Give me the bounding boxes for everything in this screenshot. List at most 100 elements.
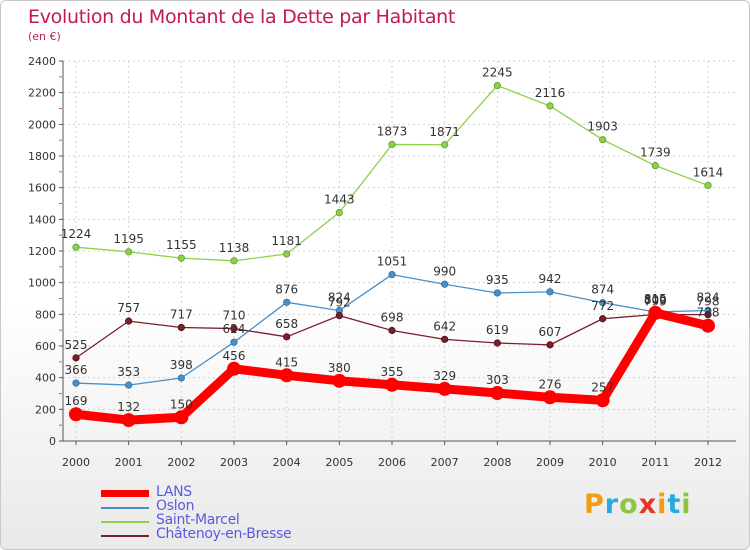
data-point-oslon[interactable] [230,338,238,346]
data-point-chatenoy-en-bresse[interactable] [493,339,501,347]
data-label-chatenoy-en-bresse: 619 [486,323,509,337]
x-tick-label: 2002 [167,456,195,469]
data-point-lans[interactable] [332,373,347,388]
data-label-lans: 380 [328,361,351,375]
data-point-saint-marcel[interactable] [493,81,501,90]
data-label-oslon: 874 [591,283,614,297]
data-point-chatenoy-en-bresse[interactable] [177,323,185,332]
data-point-chatenoy-en-bresse[interactable] [335,311,343,320]
x-tick-label: 2011 [641,456,669,469]
y-tick-label: 800 [35,308,56,321]
data-label-chatenoy-en-bresse: 607 [539,325,562,339]
data-point-saint-marcel[interactable] [546,102,554,110]
data-label-saint-marcel: 1155 [166,238,197,252]
data-label-lans: 728 [697,306,720,320]
data-label-saint-marcel: 1181 [271,234,302,248]
data-point-lans[interactable] [595,393,610,408]
axis-layer: 0 200 400 600 800 1000 1200 1400 1600 1800 2000 220… [28,55,736,469]
series-layer [69,81,715,428]
data-point-lans[interactable] [227,361,241,376]
data-point-chatenoy-en-bresse[interactable] [388,326,396,335]
data-point-oslon[interactable] [177,374,185,382]
data-point-saint-marcel[interactable] [125,248,133,256]
data-point-saint-marcel[interactable] [283,250,291,258]
data-point-lans[interactable] [69,407,83,422]
data-label-lans: 169 [65,394,88,408]
data-label-chatenoy-en-bresse: 798 [697,295,720,309]
legend-item-lans[interactable]: LANS [101,484,361,501]
data-point-chatenoy-en-bresse[interactable] [283,333,291,341]
data-point-oslon[interactable] [388,270,396,279]
data-point-oslon[interactable] [441,280,449,288]
x-tick-label: 2007 [431,456,459,469]
data-point-lans[interactable] [543,390,557,405]
data-point-lans[interactable] [385,377,399,392]
data-point-saint-marcel[interactable] [441,141,449,149]
legend-item-oslon[interactable]: Oslon [101,498,361,515]
data-point-saint-marcel[interactable] [704,181,712,190]
legend: LANS Oslon Saint-Marcel Châtenoy-en-Bres… [101,484,361,543]
data-label-chatenoy-en-bresse: 698 [381,310,404,324]
legend-item-chatenoy-en-bresse[interactable]: Châtenoy-en-Bresse [101,526,361,543]
data-point-saint-marcel[interactable] [177,254,185,262]
data-point-oslon[interactable] [72,379,80,387]
data-label-oslon: 942 [539,272,562,286]
data-point-chatenoy-en-bresse[interactable] [546,341,554,349]
data-point-oslon[interactable] [283,298,291,306]
data-point-lans[interactable] [490,386,505,401]
data-label-saint-marcel: 1871 [429,125,460,139]
data-label-chatenoy-en-bresse: 757 [117,301,140,315]
data-label-chatenoy-en-bresse: 792 [328,296,351,310]
data-point-saint-marcel[interactable] [230,257,238,265]
data-label-lans: 809 [644,293,667,307]
legend-label-chatenoy-en-bresse: Châtenoy-en-Bresse [156,526,292,542]
data-point-oslon[interactable] [599,299,607,307]
x-tick-label: 2012 [694,456,722,469]
data-point-chatenoy-en-bresse[interactable] [704,311,712,319]
data-point-lans[interactable] [279,368,294,383]
data-label-oslon: 824 [697,291,720,305]
x-tick-label: 2000 [62,456,90,469]
data-label-saint-marcel: 2245 [482,66,513,80]
data-label-chatenoy-en-bresse: 772 [591,299,614,313]
data-point-lans[interactable] [648,305,663,320]
data-point-chatenoy-en-bresse[interactable] [230,324,238,333]
legend-item-saint-marcel[interactable]: Saint-Marcel [101,512,361,529]
data-label-lans: 150 [170,397,193,411]
x-tick-label: 2001 [115,456,143,469]
data-label-chatenoy-en-bresse: 799 [644,294,667,308]
data-point-oslon[interactable] [546,288,554,296]
data-point-saint-marcel[interactable] [651,162,659,170]
data-point-oslon[interactable] [493,289,501,297]
logo-letter: r [604,489,620,520]
data-label-oslon: 824 [328,291,351,305]
x-tick-label: 2004 [273,456,301,469]
data-point-chatenoy-en-bresse[interactable] [599,315,607,323]
data-point-lans[interactable] [121,413,136,428]
data-point-oslon[interactable] [125,381,133,389]
data-label-saint-marcel: 1195 [113,232,144,246]
data-label-oslon: 876 [275,282,298,296]
data-point-lans[interactable] [174,410,189,425]
data-label-chatenoy-en-bresse: 710 [223,309,246,323]
data-label-lans: 355 [381,365,404,379]
data-point-saint-marcel[interactable] [72,243,80,251]
data-point-chatenoy-en-bresse[interactable] [441,335,449,343]
logo-letter: x [638,489,658,520]
data-point-saint-marcel[interactable] [388,140,396,149]
data-label-oslon: 935 [486,273,509,287]
data-point-chatenoy-en-bresse[interactable] [72,354,80,362]
data-point-chatenoy-en-bresse[interactable] [125,317,133,325]
data-point-lans[interactable] [701,318,715,333]
y-tick-label: 600 [35,340,56,353]
data-label-saint-marcel: 1443 [324,193,355,207]
data-point-lans[interactable] [437,381,452,396]
data-point-saint-marcel[interactable] [599,136,607,144]
data-label-oslon: 353 [117,365,140,379]
data-point-saint-marcel[interactable] [335,208,343,217]
data-label-lans: 415 [275,355,298,369]
y-tick-label: 2200 [28,87,56,100]
legend-label-saint-marcel: Saint-Marcel [156,512,240,528]
